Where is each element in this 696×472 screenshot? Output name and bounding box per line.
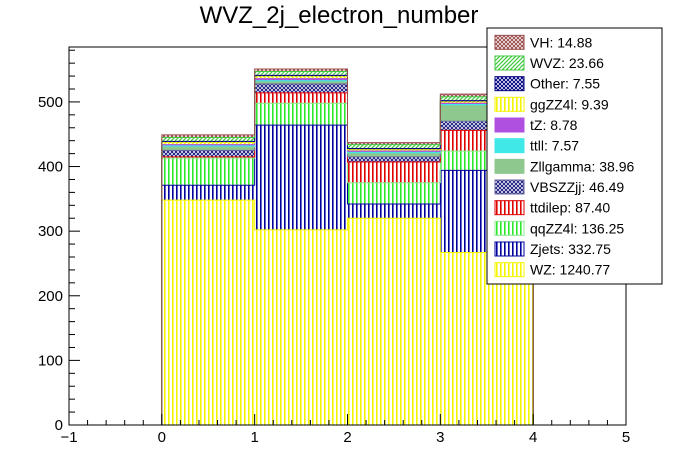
legend-entry-vbszzjj: VBSZZjj: 46.49 xyxy=(494,179,624,195)
legend-swatch xyxy=(494,76,525,92)
bar-vbszzjj-bin-0 xyxy=(161,150,255,157)
legend-swatch xyxy=(494,200,525,216)
bar-qqzz4l-bin-2 xyxy=(347,182,441,205)
bar-zjets-bin-2 xyxy=(347,204,441,219)
x-tick-label: 1 xyxy=(250,429,258,446)
bar-wz-bin-0 xyxy=(161,200,255,425)
legend-entry-ttdilep: ttdilep: 87.40 xyxy=(494,200,610,216)
y-tick-label: 200 xyxy=(38,288,63,305)
legend-swatch xyxy=(494,158,525,174)
legend-entry-other: Other: 7.55 xyxy=(494,76,600,92)
legend-entry-zjets: Zjets: 332.75 xyxy=(494,241,611,257)
legend-swatch xyxy=(494,220,525,236)
bar-ttll-bin-2 xyxy=(347,152,441,154)
bar-zjets-bin-0 xyxy=(161,185,255,201)
bar-vbszzjj-bin-1 xyxy=(254,83,348,93)
legend-swatch xyxy=(494,241,525,257)
legend-entry-zllgamma: Zllgamma: 38.96 xyxy=(494,158,634,174)
legend-label: Other: 7.55 xyxy=(530,76,600,92)
bar-ggzz4l-bin-1 xyxy=(254,76,348,79)
bar-wvz-bin-1 xyxy=(254,71,348,76)
legend-entry-wvz: WVZ: 23.66 xyxy=(494,55,604,71)
y-tick-label: 400 xyxy=(38,159,63,176)
bar-wvz-bin-0 xyxy=(161,137,255,142)
legend-label: Zjets: 332.75 xyxy=(530,241,611,257)
bar-ggzz4l-bin-0 xyxy=(161,142,255,145)
legend-swatch xyxy=(494,138,525,154)
bar-zllgamma-bin-2 xyxy=(347,153,441,157)
x-tick-label: 4 xyxy=(529,429,537,446)
legend-label: WZ: 1240.77 xyxy=(530,262,610,278)
legend-label: WVZ: 23.66 xyxy=(530,55,604,71)
bar-tz-bin-0 xyxy=(161,144,255,146)
x-tick-label: 2 xyxy=(343,429,351,446)
bar-qqzz4l-bin-0 xyxy=(161,158,255,186)
legend-swatch xyxy=(494,179,525,195)
x-tick-label: 0 xyxy=(158,429,166,446)
legend-swatch xyxy=(494,96,525,112)
chart-title: WVZ_2j_electron_number xyxy=(200,2,479,29)
bar-zllgamma-bin-0 xyxy=(161,147,255,151)
y-tick-label: 100 xyxy=(38,352,63,369)
bar-other-bin-1 xyxy=(254,75,348,77)
bar-qqzz4l-bin-1 xyxy=(254,103,348,126)
legend-swatch xyxy=(494,262,525,278)
legend-swatch xyxy=(494,34,525,50)
legend-swatch xyxy=(494,55,525,71)
legend: VH: 14.88 WVZ: 23.66 Other: 7.55 ggZZ4l: 9.… xyxy=(486,27,663,285)
legend-label: ttdilep: 87.40 xyxy=(530,200,610,216)
legend-label: VBSZZjj: 46.49 xyxy=(530,179,624,195)
bar-vh-bin-0 xyxy=(161,134,255,138)
bar-wvz-bin-2 xyxy=(347,144,441,149)
legend-swatch xyxy=(494,117,525,133)
legend-entry-ttll: ttll: 7.57 xyxy=(494,138,579,154)
bar-vh-bin-1 xyxy=(254,68,348,72)
bar-zllgamma-bin-1 xyxy=(254,81,348,84)
y-tick-label: 300 xyxy=(38,223,63,240)
bar-wz-bin-1 xyxy=(254,229,348,425)
bar-wz-bin-2 xyxy=(347,218,441,425)
bar-ggzz4l-bin-2 xyxy=(347,149,441,152)
legend-entry-wz: WZ: 1240.77 xyxy=(494,262,610,278)
bar-ttdilep-bin-0 xyxy=(161,156,255,159)
bar-vh-bin-2 xyxy=(347,142,441,145)
bar-tz-bin-1 xyxy=(254,78,348,81)
bar-tz-bin-2 xyxy=(347,151,441,153)
legend-label: ttll: 7.57 xyxy=(530,138,579,154)
bar-ttll-bin-1 xyxy=(254,80,348,82)
bar-vbszzjj-bin-2 xyxy=(347,156,441,163)
legend-entry-ggzz4l: ggZZ4l: 9.39 xyxy=(494,96,609,112)
legend-box xyxy=(486,27,663,285)
bar-other-bin-2 xyxy=(347,148,441,150)
series-qqzz4l xyxy=(161,103,534,205)
bar-ttdilep-bin-2 xyxy=(347,162,441,183)
y-tick-label: 0 xyxy=(55,417,63,434)
legend-label: qqZZ4l: 136.25 xyxy=(530,220,624,236)
bar-ttll-bin-0 xyxy=(161,145,255,148)
bar-other-bin-0 xyxy=(161,141,255,143)
bar-zjets-bin-1 xyxy=(254,125,348,230)
legend-label: VH: 14.88 xyxy=(530,34,592,50)
legend-label: tZ: 8.78 xyxy=(530,117,578,133)
legend-label: ggZZ4l: 9.39 xyxy=(530,96,609,112)
legend-entry-vh: VH: 14.88 xyxy=(494,34,592,50)
x-tick-label: 3 xyxy=(436,429,444,446)
legend-entry-tz: tZ: 8.78 xyxy=(494,117,578,133)
x-tick-label: 5 xyxy=(622,429,630,446)
x-tick-label: −1 xyxy=(60,429,77,446)
legend-entry-qqzz4l: qqZZ4l: 136.25 xyxy=(494,220,624,236)
y-tick-label: 500 xyxy=(38,94,63,111)
legend-label: Zllgamma: 38.96 xyxy=(530,158,634,174)
bar-ttdilep-bin-1 xyxy=(254,92,348,104)
